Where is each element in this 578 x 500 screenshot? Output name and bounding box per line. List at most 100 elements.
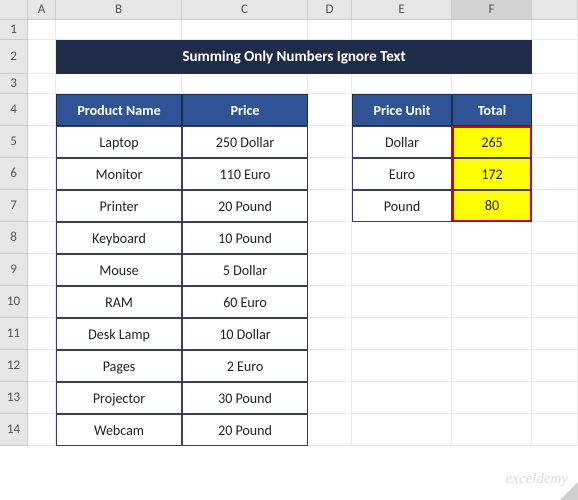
row-14[interactable]: 14 xyxy=(0,414,28,446)
cell-C3[interactable] xyxy=(182,74,308,94)
header-total[interactable]: Total xyxy=(452,94,532,126)
header-product-name[interactable]: Product Name xyxy=(56,94,182,126)
cell-F12[interactable] xyxy=(452,350,532,382)
col-A[interactable]: A xyxy=(28,0,56,20)
row-12[interactable]: 12 xyxy=(0,350,28,382)
header-price[interactable]: Price xyxy=(182,94,308,126)
row-13[interactable]: 13 xyxy=(0,382,28,414)
cell-product[interactable]: Monitor xyxy=(56,158,182,190)
cell-product[interactable]: Laptop xyxy=(56,126,182,158)
row-8[interactable]: 8 xyxy=(0,222,28,254)
row-7[interactable]: 7 xyxy=(0,190,28,222)
cell-price[interactable]: 10 Dollar xyxy=(182,318,308,350)
cell-D11[interactable] xyxy=(308,318,352,350)
cell-D4[interactable] xyxy=(308,94,352,126)
cell-G10[interactable] xyxy=(532,286,578,318)
row-5[interactable]: 5 xyxy=(0,126,28,158)
cell-A11[interactable] xyxy=(28,318,56,350)
cell-D14[interactable] xyxy=(308,414,352,446)
cell-G11[interactable] xyxy=(532,318,578,350)
cell-E11[interactable] xyxy=(352,318,452,350)
cell-A12[interactable] xyxy=(28,350,56,382)
cell-D12[interactable] xyxy=(308,350,352,382)
cell-F11[interactable] xyxy=(452,318,532,350)
cell-G14[interactable] xyxy=(532,414,578,446)
cell-A4[interactable] xyxy=(28,94,56,126)
cell-E1[interactable] xyxy=(352,20,452,40)
cell-A9[interactable] xyxy=(28,254,56,286)
cell-F9[interactable] xyxy=(452,254,532,286)
cell-E14[interactable] xyxy=(352,414,452,446)
cell-D10[interactable] xyxy=(308,286,352,318)
cell-A5[interactable] xyxy=(28,126,56,158)
cell-B3[interactable] xyxy=(56,74,182,94)
col-C[interactable]: C xyxy=(182,0,308,20)
cell-F10[interactable] xyxy=(452,286,532,318)
cell-price[interactable]: 250 Dollar xyxy=(182,126,308,158)
cell-A6[interactable] xyxy=(28,158,56,190)
cell-F13[interactable] xyxy=(452,382,532,414)
cell-product[interactable]: Desk Lamp xyxy=(56,318,182,350)
cell-price[interactable]: 20 Pound xyxy=(182,414,308,446)
cell-D8[interactable] xyxy=(308,222,352,254)
cell-A10[interactable] xyxy=(28,286,56,318)
row-9[interactable]: 9 xyxy=(0,254,28,286)
cell-product[interactable]: RAM xyxy=(56,286,182,318)
cell-price[interactable]: 20 Pound xyxy=(182,190,308,222)
cell-E10[interactable] xyxy=(352,286,452,318)
row-4[interactable]: 4 xyxy=(0,94,28,126)
cell-G7[interactable] xyxy=(532,190,578,222)
cell-G4[interactable] xyxy=(532,94,578,126)
cell-A7[interactable] xyxy=(28,190,56,222)
header-price-unit[interactable]: Price Unit xyxy=(352,94,452,126)
cell-G6[interactable] xyxy=(532,158,578,190)
row-2[interactable]: 2 xyxy=(0,40,28,74)
cell-A13[interactable] xyxy=(28,382,56,414)
col-G[interactable] xyxy=(532,0,578,20)
cell-price[interactable]: 60 Euro xyxy=(182,286,308,318)
cell-G2[interactable] xyxy=(532,40,578,74)
col-E[interactable]: E xyxy=(352,0,452,20)
cell-G13[interactable] xyxy=(532,382,578,414)
cell-price[interactable]: 2 Euro xyxy=(182,350,308,382)
col-D[interactable]: D xyxy=(308,0,352,20)
cell-product[interactable]: Pages xyxy=(56,350,182,382)
cell-total[interactable]: 265 xyxy=(452,126,532,158)
cell-product[interactable]: Webcam xyxy=(56,414,182,446)
row-1[interactable]: 1 xyxy=(0,20,28,40)
cell-D13[interactable] xyxy=(308,382,352,414)
cell-price[interactable]: 30 Pound xyxy=(182,382,308,414)
title-cell[interactable]: Summing Only Numbers Ignore Text xyxy=(56,40,532,74)
cell-D6[interactable] xyxy=(308,158,352,190)
cell-B1[interactable] xyxy=(56,20,182,40)
cell-product[interactable]: Projector xyxy=(56,382,182,414)
cell-A8[interactable] xyxy=(28,222,56,254)
col-F[interactable]: F xyxy=(452,0,532,20)
cell-total[interactable]: 172 xyxy=(452,158,532,190)
cell-A2[interactable] xyxy=(28,40,56,74)
cell-D5[interactable] xyxy=(308,126,352,158)
cell-product[interactable]: Printer xyxy=(56,190,182,222)
row-3[interactable]: 3 xyxy=(0,74,28,94)
select-all-corner[interactable] xyxy=(0,0,28,20)
cell-G9[interactable] xyxy=(532,254,578,286)
cell-unit[interactable]: Euro xyxy=(352,158,452,190)
cell-unit[interactable]: Pound xyxy=(352,190,452,222)
cell-A14[interactable] xyxy=(28,414,56,446)
cell-G8[interactable] xyxy=(532,222,578,254)
cell-E13[interactable] xyxy=(352,382,452,414)
cell-D3[interactable] xyxy=(308,74,352,94)
col-B[interactable]: B xyxy=(56,0,182,20)
cell-F8[interactable] xyxy=(452,222,532,254)
row-6[interactable]: 6 xyxy=(0,158,28,190)
cell-G3[interactable] xyxy=(532,74,578,94)
cell-E8[interactable] xyxy=(352,222,452,254)
row-10[interactable]: 10 xyxy=(0,286,28,318)
cell-F14[interactable] xyxy=(452,414,532,446)
cell-total[interactable]: 80 xyxy=(452,190,532,222)
cell-price[interactable]: 5 Dollar xyxy=(182,254,308,286)
cell-price[interactable]: 110 Euro xyxy=(182,158,308,190)
cell-F3[interactable] xyxy=(452,74,532,94)
cell-E3[interactable] xyxy=(352,74,452,94)
cell-A3[interactable] xyxy=(28,74,56,94)
